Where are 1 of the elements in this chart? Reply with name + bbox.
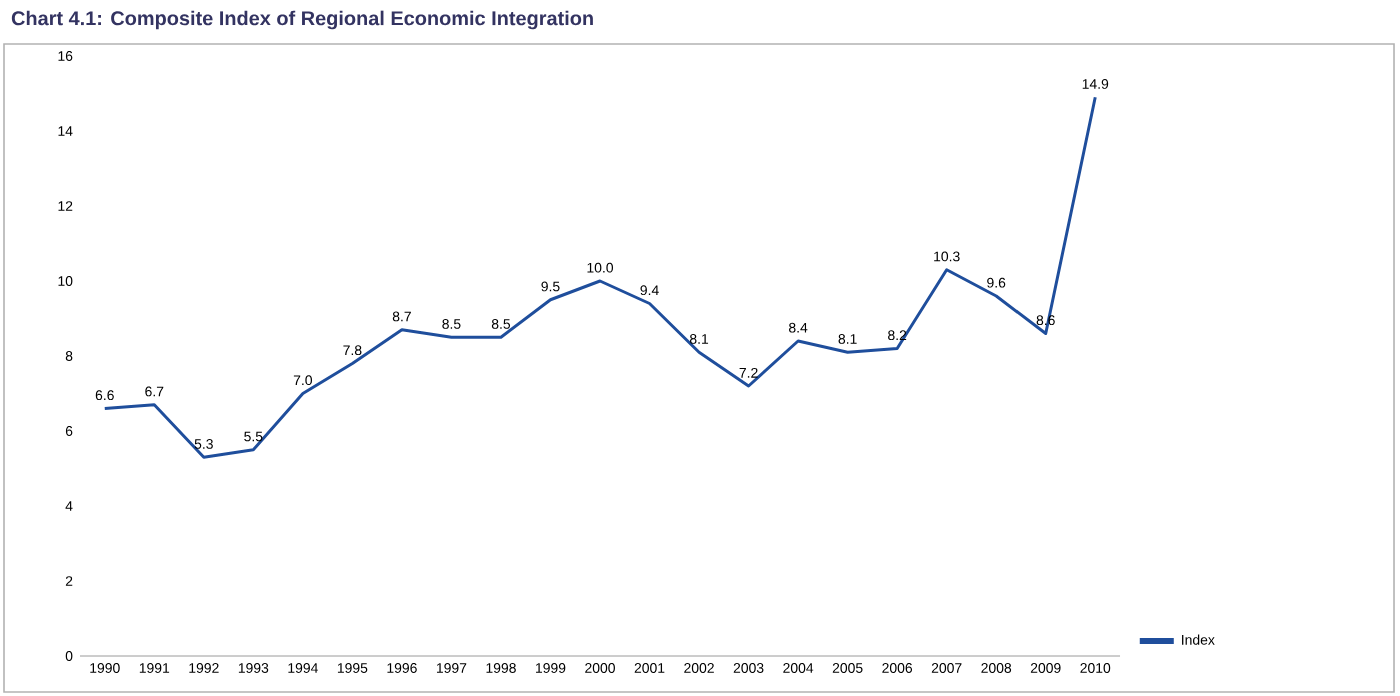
chart-title: Chart 4.1: Composite Index of Regional Economic Integration xyxy=(11,10,593,30)
